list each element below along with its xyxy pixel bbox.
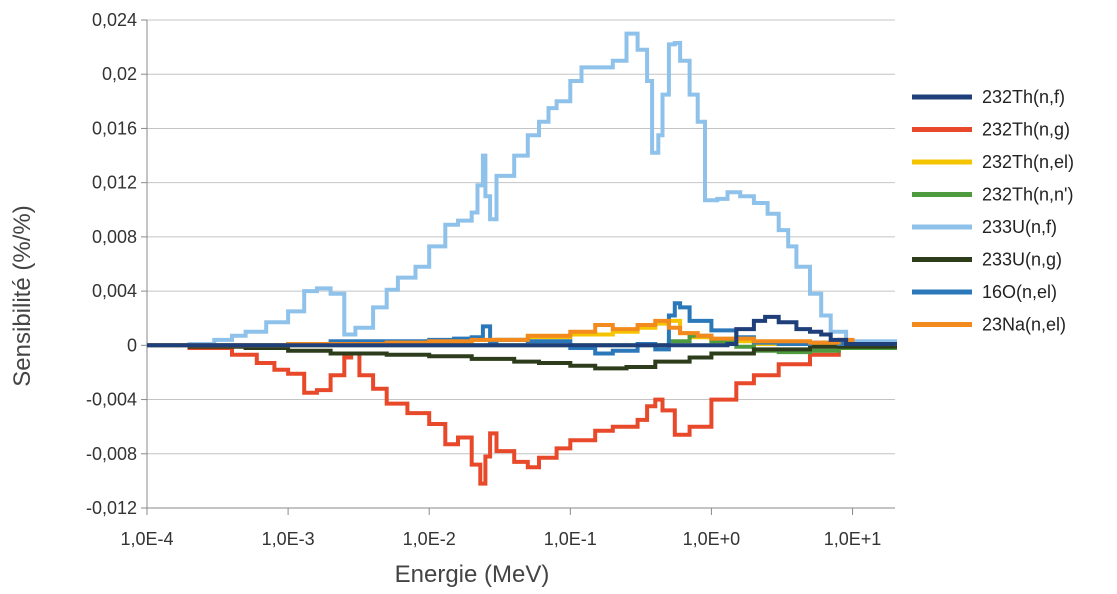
series-line — [147, 343, 897, 486]
series-line — [147, 31, 897, 348]
x-tick-label: 1,0E+0 — [683, 529, 741, 549]
legend-label: 233U(n,g) — [982, 250, 1062, 270]
y-tick-label: 0,016 — [92, 118, 137, 138]
legend-label: 232Th(n,g) — [982, 120, 1070, 140]
y-axis-title: Sensibilité (%/%) — [9, 205, 36, 386]
series-line — [147, 314, 897, 348]
x-tick-label: 1,0E+1 — [824, 529, 882, 549]
series-line — [147, 333, 897, 355]
y-tick-label: 0,02 — [102, 64, 137, 84]
legend-label: 232Th(n,el) — [982, 152, 1074, 172]
series-layer — [147, 31, 897, 486]
x-tick-label: 1,0E-4 — [120, 529, 173, 549]
x-axis-title: Energie (MeV) — [395, 561, 550, 588]
y-tick-label: -0,012 — [86, 498, 137, 518]
gridlines — [147, 19, 895, 509]
series-line — [147, 343, 897, 371]
series-line — [147, 318, 897, 348]
legend-label: 16O(n,el) — [982, 282, 1057, 302]
x-tick-label: 1,0E-2 — [403, 529, 456, 549]
legend: 232Th(n,f) 232Th(n,g) 232Th(n,el) 232Th(n,n… — [912, 87, 1074, 335]
axes — [141, 19, 895, 515]
x-tick-label: 1,0E-1 — [544, 529, 597, 549]
legend-label: 23Na(n,el) — [982, 315, 1066, 335]
y-tick-label: 0,008 — [92, 227, 137, 247]
tick-labels: 0,024 0,02 0,016 0,012 0,008 0,004 0 -0,004 -0,0… — [86, 10, 881, 549]
y-tick-label: 0,024 — [92, 10, 137, 30]
y-tick-label: 0 — [127, 335, 137, 355]
y-tick-label: -0,004 — [86, 390, 137, 410]
x-tick-label: 1,0E-3 — [262, 529, 315, 549]
y-tick-label: 0,012 — [92, 173, 137, 193]
legend-label: 233U(n,f) — [982, 217, 1057, 237]
legend-label: 232Th(n,f) — [982, 87, 1065, 107]
y-tick-label: 0,004 — [92, 281, 137, 301]
y-tick-label: -0,008 — [86, 444, 137, 464]
legend-label: 232Th(n,n') — [982, 185, 1074, 205]
